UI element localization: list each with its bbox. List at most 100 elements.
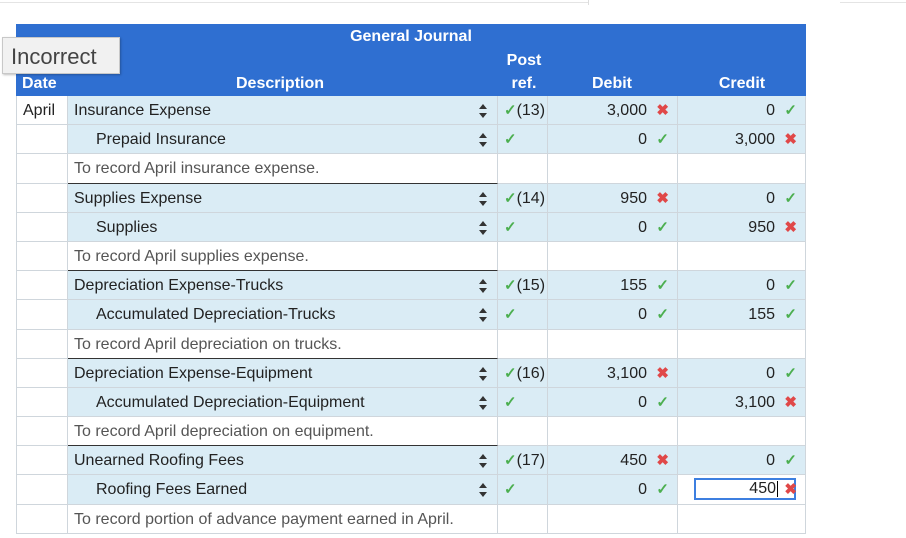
account-select[interactable]: Depreciation Expense-Equipment xyxy=(68,358,498,388)
debit-field[interactable]: 155 ✓ xyxy=(548,271,678,301)
date-cell[interactable] xyxy=(16,475,68,505)
debit-value: 0 xyxy=(638,306,647,324)
table-row: To record April insurance expense. xyxy=(16,154,806,184)
memo-field[interactable]: To record April depreciation on equipmen… xyxy=(68,417,498,447)
post-ref-cell xyxy=(498,154,548,184)
table-row: Accumulated Depreciation-Equipment ✓ 0 ✓… xyxy=(16,387,806,418)
date-cell[interactable] xyxy=(16,154,68,184)
memo-field[interactable]: To record April insurance expense. xyxy=(68,154,498,184)
check-icon: ✓ xyxy=(504,452,517,470)
account-select[interactable]: Roofing Fees Earned xyxy=(68,475,498,505)
debit-value: 0 xyxy=(638,131,647,149)
memo-field[interactable]: To record April depreciation on trucks. xyxy=(68,329,498,359)
account-name: Accumulated Depreciation-Trucks xyxy=(96,306,336,324)
credit-field[interactable]: 3,100 ✖ xyxy=(678,387,806,418)
date-cell[interactable]: April xyxy=(16,96,68,126)
memo-field[interactable]: To record April supplies expense. xyxy=(68,241,498,272)
date-cell[interactable] xyxy=(16,446,68,476)
account-select[interactable]: Prepaid Insurance xyxy=(68,125,498,155)
debit-column-header: Debit xyxy=(592,75,632,92)
select-arrows-icon[interactable] xyxy=(479,104,487,118)
debit-value: 0 xyxy=(638,481,647,499)
date-cell[interactable] xyxy=(16,504,68,534)
credit-value: 0 xyxy=(766,452,775,470)
check-icon: ✓ xyxy=(784,189,797,207)
credit-field[interactable]: 950 ✖ xyxy=(678,212,806,242)
credit-input-active[interactable]: 450 xyxy=(694,478,796,501)
debit-cell xyxy=(548,329,678,359)
cross-icon: ✖ xyxy=(784,393,797,411)
date-column-header: Date xyxy=(22,75,57,92)
debit-field[interactable]: 450 ✖ xyxy=(548,446,678,476)
date-cell[interactable] xyxy=(16,241,68,272)
select-arrows-icon[interactable] xyxy=(479,454,487,469)
credit-value: 3,100 xyxy=(734,393,775,411)
table-row: To record April supplies expense. xyxy=(16,241,806,272)
account-select[interactable]: Accumulated Depreciation-Equipment xyxy=(68,387,498,418)
debit-field[interactable]: 3,100 ✖ xyxy=(548,358,678,388)
top-divider xyxy=(588,0,589,5)
date-cell[interactable] xyxy=(16,125,68,155)
date-cell[interactable] xyxy=(16,183,68,213)
select-arrows-icon[interactable] xyxy=(479,366,487,381)
select-arrows-icon[interactable] xyxy=(479,308,487,323)
table-row: Prepaid Insurance ✓ 0 ✓ 3,000 ✖ xyxy=(16,125,806,155)
post-ref-cell: ✓ xyxy=(498,387,548,418)
account-name: Depreciation Expense-Trucks xyxy=(74,277,284,295)
select-arrows-icon[interactable] xyxy=(479,133,487,148)
debit-value: 3,100 xyxy=(606,364,647,382)
post-ref-cell: ✓(16) xyxy=(498,358,548,388)
account-select[interactable]: Supplies Expense xyxy=(68,183,498,213)
memo-field[interactable]: To record portion of advance payment ear… xyxy=(68,504,498,534)
date-cell[interactable] xyxy=(16,417,68,447)
check-icon: ✓ xyxy=(784,102,797,119)
debit-field[interactable]: 950 ✖ xyxy=(548,183,678,213)
account-select[interactable]: Insurance Expense xyxy=(68,96,498,126)
account-select[interactable]: Unearned Roofing Fees xyxy=(68,446,498,476)
cross-icon: ✖ xyxy=(656,189,669,207)
credit-field[interactable]: 155 ✓ xyxy=(678,300,806,330)
credit-field[interactable]: 0 ✓ xyxy=(678,271,806,301)
date-cell[interactable] xyxy=(16,329,68,359)
date-cell[interactable] xyxy=(16,212,68,242)
account-name: Supplies Expense xyxy=(74,189,203,207)
select-arrows-icon[interactable] xyxy=(479,191,487,206)
credit-field[interactable]: 0 ✓ xyxy=(678,446,806,476)
check-icon: ✓ xyxy=(656,393,669,411)
date-cell[interactable] xyxy=(16,300,68,330)
debit-field[interactable]: 0 ✓ xyxy=(548,125,678,155)
description-column-header: Description xyxy=(236,75,325,92)
credit-field[interactable]: 0 ✓ xyxy=(678,358,806,388)
account-select[interactable]: Supplies xyxy=(68,212,498,242)
debit-field[interactable]: 0 ✓ xyxy=(548,475,678,505)
debit-field[interactable]: 0 ✓ xyxy=(548,300,678,330)
post-ref-value: (17) xyxy=(516,452,546,470)
ref-column-header: ref. xyxy=(511,75,537,92)
date-cell[interactable] xyxy=(16,358,68,388)
account-select[interactable]: Accumulated Depreciation-Trucks xyxy=(68,300,498,330)
debit-field[interactable]: 0 ✓ xyxy=(548,212,678,242)
credit-field[interactable]: 0 ✓ xyxy=(678,183,806,213)
select-arrows-icon[interactable] xyxy=(479,279,487,294)
check-icon: ✓ xyxy=(504,189,517,207)
date-cell[interactable] xyxy=(16,387,68,418)
check-icon: ✓ xyxy=(656,131,669,149)
credit-value: 0 xyxy=(766,189,775,207)
debit-field[interactable]: 0 ✓ xyxy=(548,387,678,418)
select-arrows-icon[interactable] xyxy=(479,483,487,498)
post-ref-cell xyxy=(498,329,548,359)
table-row: Roofing Fees Earned ✓ 0 ✓ 450 ✖ xyxy=(16,475,806,505)
credit-field[interactable]: 0 ✓ xyxy=(678,96,806,126)
account-select[interactable]: Depreciation Expense-Trucks xyxy=(68,271,498,301)
account-name: Unearned Roofing Fees xyxy=(74,452,244,470)
post-ref-cell: ✓(17) xyxy=(498,446,548,476)
select-arrows-icon[interactable] xyxy=(479,395,487,410)
debit-field[interactable]: 3,000 ✖ xyxy=(548,96,678,126)
credit-value: 0 xyxy=(766,364,775,382)
select-arrows-icon[interactable] xyxy=(479,220,487,235)
date-cell[interactable] xyxy=(16,271,68,301)
credit-field[interactable]: 3,000 ✖ xyxy=(678,125,806,155)
post-ref-cell xyxy=(498,504,548,534)
check-icon: ✓ xyxy=(504,218,517,236)
credit-cell xyxy=(678,154,806,184)
